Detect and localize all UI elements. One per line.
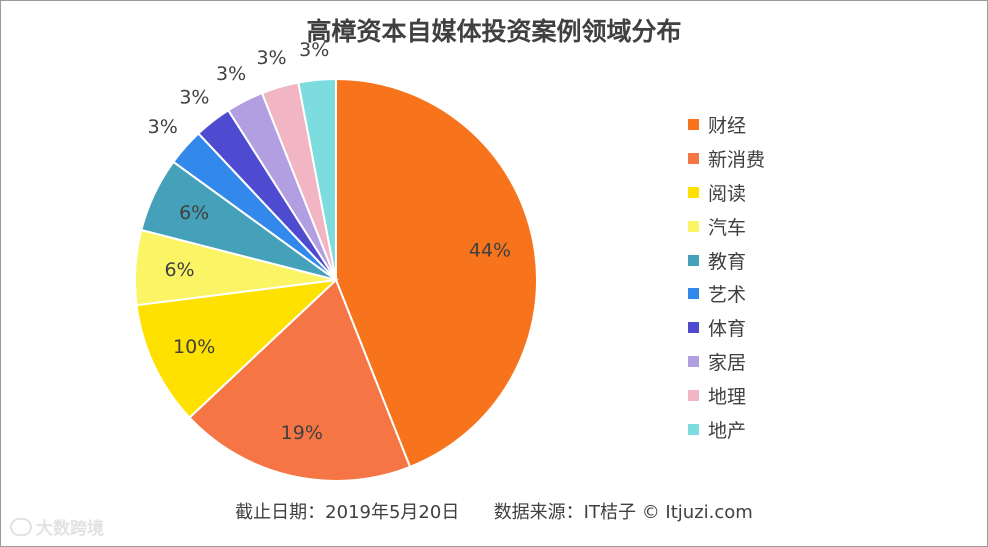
legend-label: 新消费	[708, 149, 766, 172]
pie-label-5: 6%	[179, 202, 209, 224]
legend-swatch	[688, 389, 699, 401]
legend-label: 家居	[708, 351, 747, 374]
legend: 财经新消费阅读汽车教育艺术体育家居地理地产	[688, 108, 765, 446]
legend-swatch	[688, 186, 699, 198]
legend-item-8: 家居	[688, 345, 765, 379]
legend-swatch	[688, 322, 699, 334]
legend-item-10: 地产	[688, 412, 765, 446]
legend-label: 汽车	[708, 216, 747, 239]
legend-label: 体育	[708, 318, 747, 341]
legend-swatch	[688, 220, 699, 232]
watermark: 大数跨境	[10, 514, 104, 539]
legend-swatch	[688, 153, 699, 165]
footer: 截止日期：2019年5月20日 数据来源：IT桔子 © Itjuzi.com	[0, 498, 988, 524]
legend-label: 阅读	[708, 182, 747, 205]
chart-title: 高樟资本自媒体投资案例领域分布	[306, 17, 682, 46]
legend-item-1: 财经	[688, 108, 765, 142]
legend-label: 地理	[708, 385, 747, 408]
pie-label-6: 3%	[148, 116, 178, 138]
legend-label: 地产	[708, 419, 747, 442]
legend-item-5: 教育	[688, 243, 765, 277]
legend-swatch	[688, 355, 699, 367]
pie-label-1: 44%	[469, 240, 511, 262]
pie-label-7: 3%	[179, 86, 209, 108]
legend-item-6: 艺术	[688, 277, 765, 311]
legend-swatch	[688, 119, 699, 131]
legend-label: 教育	[708, 250, 747, 273]
pie-label-10: 3%	[299, 39, 329, 61]
pie-labels: 44%19%10%6%6%3%3%3%3% 3%	[148, 39, 511, 444]
pie-label-3: 10%	[173, 336, 215, 358]
pie-label-2: 19%	[281, 422, 323, 444]
pie-slice-1	[335, 77, 538, 469]
pie-label-9: 3%	[256, 47, 286, 69]
legend-item-3: 阅读	[688, 176, 765, 210]
footer-source: 数据来源：IT桔子 © Itjuzi.com	[493, 502, 753, 523]
pie-slice-10	[297, 77, 337, 281]
legend-label: 艺术	[708, 284, 747, 307]
watermark-text: 大数跨境	[36, 519, 104, 539]
legend-label: 财经	[708, 115, 747, 138]
legend-swatch	[688, 288, 699, 300]
pie-slice-3	[135, 278, 339, 420]
footer-date: 截止日期：2019年5月20日	[235, 502, 460, 523]
pie-label-4: 6%	[164, 259, 194, 281]
legend-item-2: 新消费	[688, 142, 765, 176]
legend-swatch	[688, 254, 699, 266]
legend-item-4: 汽车	[688, 209, 765, 243]
legend-item-7: 体育	[688, 311, 765, 345]
pie-slice-2	[188, 278, 412, 482]
legend-item-9: 地理	[688, 378, 765, 412]
pie-label-8: 3%	[216, 63, 246, 85]
pie-slices	[134, 77, 538, 482]
watermark-logo-icon	[10, 517, 32, 536]
legend-swatch	[688, 423, 699, 435]
